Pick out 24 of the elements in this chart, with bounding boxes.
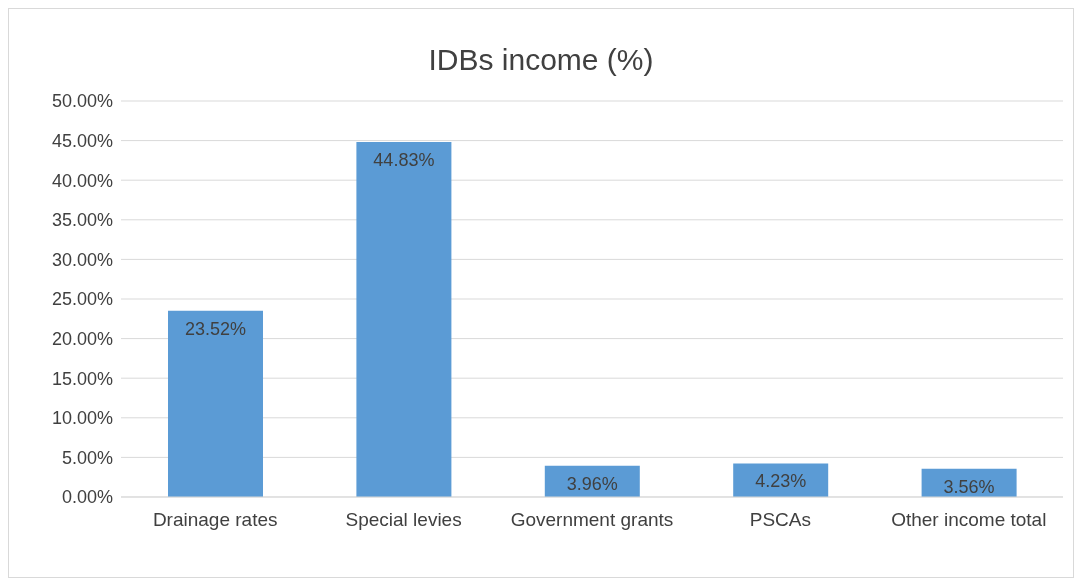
- y-tick-label: 25.00%: [51, 289, 113, 310]
- y-tick-label: 15.00%: [51, 368, 113, 389]
- y-tick-label: 50.00%: [51, 91, 113, 112]
- data-label: 4.23%: [755, 471, 807, 492]
- y-tick-label: 40.00%: [51, 170, 113, 191]
- x-tick-label: Special levies: [345, 509, 462, 531]
- x-tick-label: Other income total: [891, 509, 1047, 531]
- y-tick-label: 5.00%: [61, 447, 113, 468]
- y-tick-label: 10.00%: [51, 408, 113, 429]
- data-label: 3.96%: [566, 473, 618, 494]
- y-tick-label: 35.00%: [51, 210, 113, 231]
- y-tick-label: 20.00%: [51, 328, 113, 349]
- y-tick-label: 45.00%: [51, 130, 113, 151]
- chart-title: IDBs income (%): [427, 42, 655, 78]
- y-tick-label: 30.00%: [51, 249, 113, 270]
- x-tick-label: PSCAs: [749, 509, 812, 531]
- y-tick-label: 0.00%: [61, 487, 113, 508]
- bar: [356, 141, 452, 497]
- x-tick-label: Government grants: [510, 509, 674, 531]
- data-label: 3.56%: [943, 476, 995, 497]
- bar: [168, 310, 263, 497]
- data-label: 23.52%: [184, 318, 247, 339]
- x-tick-label: Drainage rates: [152, 509, 278, 531]
- data-label: 44.83%: [373, 149, 435, 170]
